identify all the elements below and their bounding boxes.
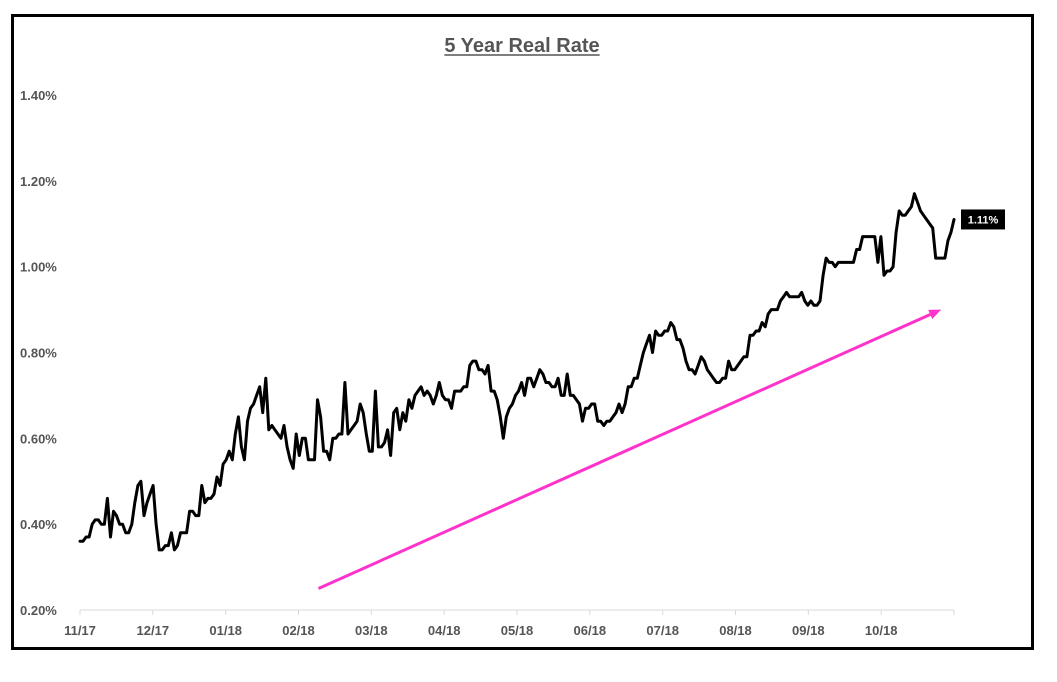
trend-arrow-layer — [317, 309, 942, 590]
chart-title: 5 Year Real Rate — [444, 35, 599, 57]
x-axis: 11/17 12/17 01/18 02/18 03/18 04/18 05/18 06/18… — [64, 609, 955, 638]
line-chart: 5 Year Real Rate 0.20% 0.40% 0.60% 0.80% 1.0… — [20, 35, 1005, 638]
y-tick-label: 0.60% — [20, 431, 57, 446]
x-tick-label: 03/18 — [355, 623, 388, 638]
y-tick-label: 0.40% — [20, 517, 57, 532]
x-tick-label: 11/17 — [64, 623, 96, 638]
x-tick-label: 09/18 — [792, 623, 825, 638]
last-value-label-background — [961, 209, 1005, 230]
x-tick-label: 10/18 — [865, 623, 898, 638]
x-tick-label: 05/18 — [501, 623, 534, 638]
x-tick-label: 02/18 — [282, 623, 315, 638]
series-line — [78, 192, 956, 552]
y-tick-label: 1.20% — [20, 174, 57, 189]
y-axis-ticks: 0.20% 0.40% 0.60% 0.80% 1.00% 1.20% 1.40% — [20, 88, 57, 618]
x-tick-label: 12/17 — [137, 623, 170, 638]
last-value-label-text: 1.11% — [968, 214, 999, 226]
x-tick-label: 06/18 — [574, 623, 607, 638]
x-tick-label: 07/18 — [646, 623, 679, 638]
series-layer — [78, 192, 956, 552]
x-tick-label: 04/18 — [428, 623, 461, 638]
y-tick-label: 1.00% — [20, 260, 57, 275]
y-tick-label: 1.40% — [20, 88, 57, 103]
x-tick-label: 01/18 — [209, 623, 242, 638]
last-value-label: 1.11% — [961, 209, 1005, 230]
chart-frame: 5 Year Real Rate 0.20% 0.40% 0.60% 0.80% 1.0… — [11, 14, 1034, 650]
trend-arrow-head — [928, 309, 942, 320]
trend-arrow-shaft — [317, 313, 931, 590]
x-tick-label: 08/18 — [719, 623, 752, 638]
y-tick-label: 0.20% — [20, 603, 57, 618]
y-tick-label: 0.80% — [20, 346, 57, 361]
